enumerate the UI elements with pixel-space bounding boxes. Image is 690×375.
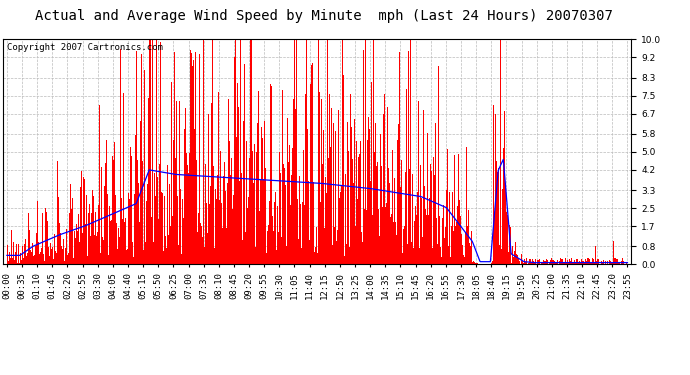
- Text: Actual and Average Wind Speed by Minute  mph (Last 24 Hours) 20070307: Actual and Average Wind Speed by Minute …: [35, 9, 613, 23]
- Text: Copyright 2007 Cartronics.com: Copyright 2007 Cartronics.com: [7, 43, 162, 52]
